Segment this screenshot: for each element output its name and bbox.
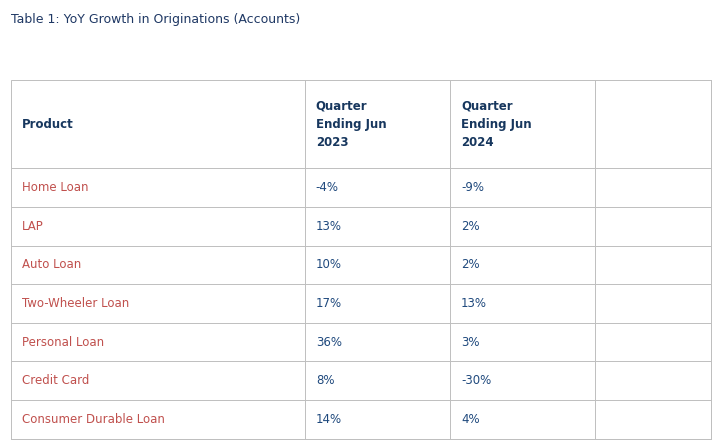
Text: 2%: 2%	[461, 220, 480, 233]
Text: Quarter
Ending Jun
2023: Quarter Ending Jun 2023	[316, 100, 386, 148]
Text: 4%: 4%	[461, 413, 480, 426]
Text: Consumer Durable Loan: Consumer Durable Loan	[22, 413, 165, 426]
Text: Personal Loan: Personal Loan	[22, 335, 104, 349]
Text: Home Loan: Home Loan	[22, 181, 89, 194]
Text: 36%: 36%	[316, 335, 342, 349]
Text: Credit Card: Credit Card	[22, 374, 89, 387]
Text: Table 1: YoY Growth in Originations (Accounts): Table 1: YoY Growth in Originations (Acc…	[11, 13, 300, 26]
Text: 8%: 8%	[316, 374, 334, 387]
Text: -9%: -9%	[461, 181, 484, 194]
Text: 13%: 13%	[316, 220, 342, 233]
Text: 10%: 10%	[316, 258, 342, 272]
Bar	[11, 80, 711, 439]
Text: Two-Wheeler Loan: Two-Wheeler Loan	[22, 297, 129, 310]
Text: 17%: 17%	[316, 297, 342, 310]
Text: Quarter
Ending Jun
2024: Quarter Ending Jun 2024	[461, 100, 531, 148]
Text: LAP: LAP	[22, 220, 44, 233]
Text: Auto Loan: Auto Loan	[22, 258, 81, 272]
Text: -30%: -30%	[461, 374, 492, 387]
Text: 13%: 13%	[461, 297, 487, 310]
Text: 2%: 2%	[461, 258, 480, 272]
Text: 3%: 3%	[461, 335, 479, 349]
Text: -4%: -4%	[316, 181, 339, 194]
Text: Product: Product	[22, 117, 73, 131]
Text: 14%: 14%	[316, 413, 342, 426]
